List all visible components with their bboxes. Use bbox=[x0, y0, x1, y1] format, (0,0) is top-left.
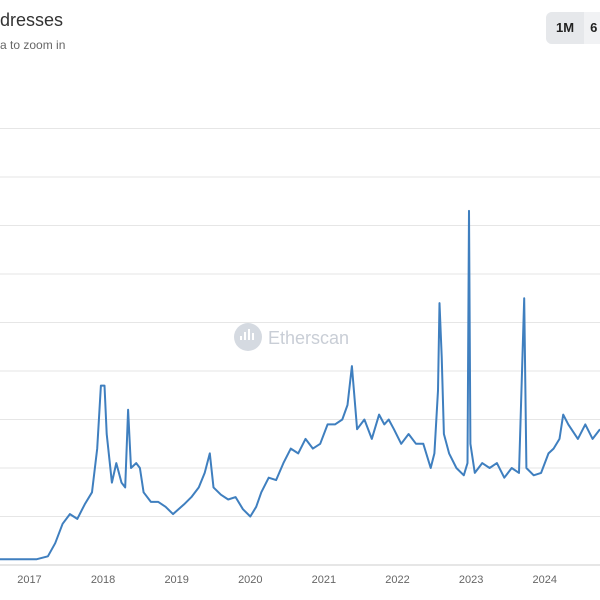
x-tick-label-2024: 2024 bbox=[533, 574, 557, 586]
x-tick-label-2018: 2018 bbox=[91, 574, 115, 586]
range-6m-button[interactable]: 6 bbox=[590, 20, 598, 35]
x-tick-label-2020: 2020 bbox=[238, 574, 262, 586]
x-tick-label-2017: 2017 bbox=[17, 574, 41, 586]
x-axis: 2017 2018 2019 2020 2021 2022 2023 2024 bbox=[17, 574, 557, 586]
watermark: Etherscan bbox=[234, 323, 349, 351]
x-tick-label-2019: 2019 bbox=[164, 574, 188, 586]
series-line-0[interactable] bbox=[0, 209, 600, 561]
chart-title: dresses bbox=[0, 10, 64, 30]
range-1m-button[interactable]: 1M bbox=[546, 12, 585, 44]
x-tick-label-2022: 2022 bbox=[385, 574, 409, 586]
watermark-text: Etherscan bbox=[268, 328, 349, 348]
range-selector: 1M 6 bbox=[546, 12, 600, 44]
x-tick-label-2021: 2021 bbox=[312, 574, 336, 586]
series-group bbox=[0, 209, 600, 561]
chart-subtitle: a to zoom in bbox=[0, 38, 66, 52]
x-tick-label-2023: 2023 bbox=[459, 574, 483, 586]
etherscan-logo-bars-icon bbox=[240, 329, 254, 340]
